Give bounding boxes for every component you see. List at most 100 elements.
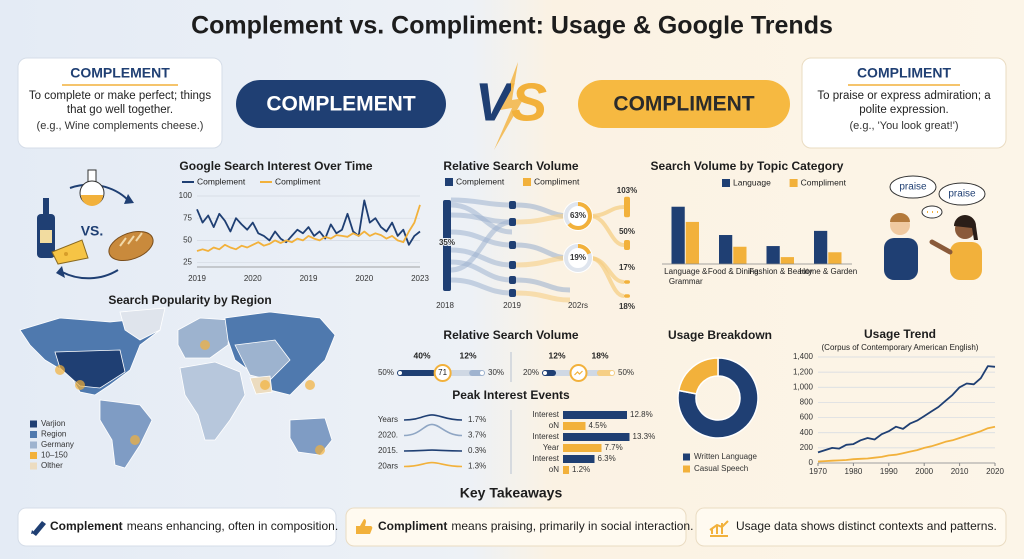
slider-value-label: 18% xyxy=(591,350,608,360)
x-tick-label: Fashion & Beauty xyxy=(749,267,813,276)
chart-title: Peak Interest Events xyxy=(452,388,570,402)
slider-end-label: 30% xyxy=(488,368,504,377)
bar xyxy=(828,252,842,264)
bar-label: oN xyxy=(549,421,559,430)
end-bar xyxy=(624,240,630,250)
slider-cap xyxy=(480,371,484,375)
takeaway-body: means praising, primarily in social inte… xyxy=(451,519,693,533)
legend-label: 10–150 xyxy=(41,451,68,460)
y-tick-label: 25 xyxy=(183,258,192,267)
hotspot xyxy=(305,380,315,390)
definition-text-box: To praise or express admiration; a polit… xyxy=(817,90,990,116)
y-tick-label: 100 xyxy=(179,191,193,200)
slider-cap xyxy=(543,371,547,375)
end-label: 17% xyxy=(619,263,635,272)
bar-label: Interest xyxy=(532,432,559,441)
legend-label: Language xyxy=(733,177,771,187)
region xyxy=(179,361,246,441)
flow-band xyxy=(589,256,625,298)
node-label: 63% xyxy=(570,211,586,220)
cheese xyxy=(51,239,89,265)
bar-label: Interest xyxy=(532,410,559,419)
x-tick-label: 1980 xyxy=(845,467,863,476)
stage-label: 2018 xyxy=(436,301,454,310)
banner-pill xyxy=(236,80,446,128)
x-tick-label: 2020 xyxy=(986,467,1004,476)
person-body xyxy=(884,238,918,280)
legend-swatch xyxy=(30,441,37,449)
slider-end-label: 20% xyxy=(523,368,539,377)
legend-swatch xyxy=(30,462,37,470)
legend-label: Written Language xyxy=(694,452,758,461)
slider-value-label: 12% xyxy=(459,350,476,360)
y-tick-label: 200 xyxy=(800,443,814,452)
takeaway-text: Usage data shows distinct contexts and p… xyxy=(736,519,997,533)
flow-node xyxy=(509,289,516,297)
takeaway-body: means enhancing, often in composition. xyxy=(127,519,338,533)
hotspot xyxy=(55,365,65,375)
y-tick-label: 1,400 xyxy=(793,352,814,361)
y-tick-label: 50 xyxy=(183,235,192,244)
definition-text-box: To complete or make perfect; things that… xyxy=(28,90,212,116)
stage-label: 202rs xyxy=(568,301,588,310)
legend-label: Region xyxy=(41,430,66,439)
bar-value: 7.7% xyxy=(605,443,623,452)
chart-title: Search Volume by Topic Category xyxy=(651,159,844,173)
takeaway-term: Compliment xyxy=(378,519,447,533)
series-line xyxy=(196,204,421,252)
definition-text: To complete or make perfect; things that… xyxy=(28,90,212,116)
region xyxy=(289,417,333,456)
bar-label: oN xyxy=(549,465,559,474)
legend-label: Varjion xyxy=(41,419,65,428)
banner-word: COMPLIMENT xyxy=(613,93,754,116)
end-label: 50% xyxy=(619,227,635,236)
praise-illustration: praise praise xyxy=(884,175,986,280)
bar xyxy=(814,230,828,264)
end-bar xyxy=(624,280,630,284)
wine xyxy=(81,195,103,206)
x-tick-label: 2010 xyxy=(951,467,969,476)
definition-example-box: (e.g., 'You look great!') xyxy=(850,120,959,132)
end-bar xyxy=(624,294,630,298)
flow-node xyxy=(509,218,516,226)
chart-subtitle: (Corpus of Contemporary American English… xyxy=(822,343,979,352)
x-tick-label: 1970 xyxy=(809,467,827,476)
x-tick-label: 2019 xyxy=(300,274,318,283)
event-label: 2020. xyxy=(378,431,398,440)
slider-end-label: 50% xyxy=(378,368,394,377)
bottle-label xyxy=(40,230,52,243)
definition-card xyxy=(17,57,223,149)
bar xyxy=(766,246,780,264)
x-tick-label-box: Home & Garden xyxy=(799,267,857,276)
speech-bubble xyxy=(889,175,937,199)
legend-label: Casual Speech xyxy=(694,464,748,473)
event-line xyxy=(403,461,463,468)
knob-label: 71 xyxy=(438,368,447,377)
legend-swatch xyxy=(683,453,690,461)
takeaway-card xyxy=(17,507,337,547)
pencil-icon xyxy=(31,521,46,536)
takeaway-card xyxy=(695,507,1007,547)
cheese-hole xyxy=(64,252,68,256)
knob-icon xyxy=(574,370,583,376)
chart-title: Usage Breakdown xyxy=(668,328,772,342)
x-tick-label: 2023 xyxy=(411,274,429,283)
y-tick-label: 75 xyxy=(183,213,192,222)
x-tick-label: Language & Grammar xyxy=(664,267,708,286)
node-ring xyxy=(564,202,592,230)
legend-swatch xyxy=(722,179,730,187)
slider-value-label: 12% xyxy=(548,350,565,360)
event-line xyxy=(403,449,463,452)
pairing-label: VS. xyxy=(81,223,104,239)
person-hair xyxy=(890,213,910,222)
y-tick-label: 1,200 xyxy=(793,367,814,376)
takeaway-text: Compliment means praising, primarily in s… xyxy=(378,519,693,533)
hotspot xyxy=(260,380,270,390)
bubble-text: praise xyxy=(948,189,976,200)
chart-title: Relative Search Volume xyxy=(443,159,578,173)
event-value: 1.3% xyxy=(468,462,486,471)
legend-label: Germany xyxy=(41,440,74,449)
y-tick-label: 800 xyxy=(800,398,814,407)
legend-swatch xyxy=(683,465,690,473)
